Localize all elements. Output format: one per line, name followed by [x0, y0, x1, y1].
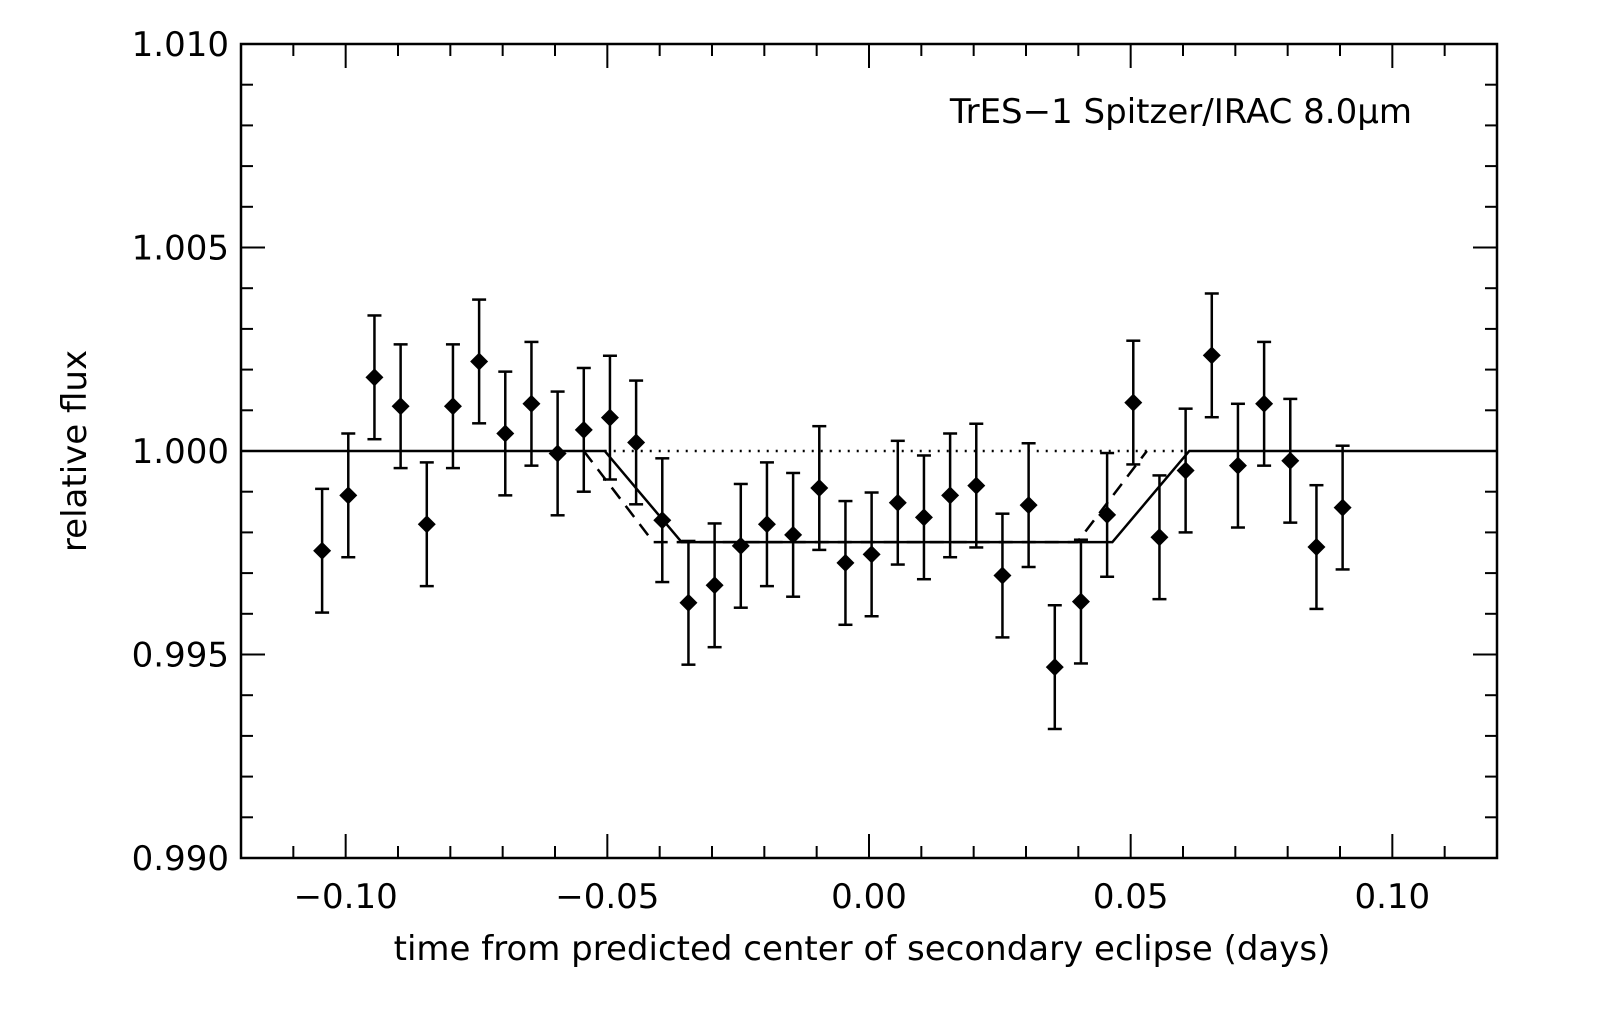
data-point	[1176, 407, 1195, 534]
diamond-marker	[548, 444, 567, 463]
diamond-marker	[810, 479, 829, 498]
x-axis-label: time from predicted center of secondary …	[394, 929, 1331, 969]
data-point	[443, 343, 462, 470]
diamond-marker	[705, 576, 724, 595]
data-point	[784, 471, 803, 598]
data-point	[1124, 339, 1143, 466]
data-point	[1098, 451, 1117, 579]
diamond-marker	[888, 493, 907, 512]
diamond-marker	[1019, 496, 1038, 515]
data-point	[548, 390, 567, 517]
data-point	[627, 379, 646, 506]
diamond-marker	[1202, 346, 1221, 365]
diamond-marker	[862, 545, 881, 564]
data-point	[470, 298, 489, 425]
x-tick-label: 0.00	[831, 877, 907, 917]
data-point	[967, 422, 986, 549]
data-point	[1228, 402, 1247, 529]
diamond-marker	[496, 424, 515, 443]
x-tick-label: 0.05	[1093, 877, 1169, 917]
data-point	[1019, 442, 1038, 569]
model-dashed-line	[582, 450, 1148, 544]
y-tick-label: 1.005	[132, 229, 229, 269]
x-tick-label: 0.10	[1354, 877, 1430, 917]
data-point	[836, 499, 855, 627]
data-point	[1281, 397, 1300, 524]
diamond-marker	[313, 541, 332, 560]
data-point	[313, 487, 332, 614]
data-point	[391, 343, 410, 470]
data-point	[1071, 538, 1090, 665]
diamond-marker	[914, 508, 933, 527]
diamond-marker	[836, 553, 855, 572]
diamond-marker	[731, 536, 750, 555]
diamond-marker	[1333, 498, 1352, 517]
diamond-marker	[391, 397, 410, 416]
diamond-marker	[1307, 538, 1326, 557]
diamond-marker	[1228, 456, 1247, 475]
data-point	[600, 354, 619, 481]
x-tick-label: −0.05	[555, 877, 659, 917]
diamond-marker	[365, 368, 384, 387]
data-point	[496, 370, 515, 497]
diamond-marker	[1124, 393, 1143, 412]
data-point	[653, 457, 672, 584]
diamond-marker	[470, 352, 489, 371]
diamond-marker	[627, 433, 646, 452]
diamond-marker	[1071, 592, 1090, 611]
diamond-marker	[1045, 658, 1064, 677]
tick-marks	[241, 44, 1497, 858]
chart-annotation: TrES−1 Spitzer/IRAC 8.0μm	[949, 92, 1412, 132]
y-tick-label: 1.000	[132, 432, 229, 472]
data-point	[365, 314, 384, 441]
data-point	[810, 424, 829, 552]
x-tick-label: −0.10	[294, 877, 398, 917]
data-point	[888, 439, 907, 566]
y-tick-label: 1.010	[132, 25, 229, 65]
diamond-marker	[574, 420, 593, 439]
data-point	[574, 366, 593, 493]
diamond-marker	[522, 394, 541, 413]
data-point	[522, 340, 541, 467]
data-point	[914, 454, 933, 581]
diamond-marker	[967, 476, 986, 495]
data-point	[1307, 483, 1326, 611]
data-point	[1045, 604, 1064, 731]
diamond-marker	[443, 397, 462, 416]
diamond-marker	[653, 511, 672, 530]
y-axis-label: relative flux	[55, 350, 95, 552]
diamond-marker	[1150, 528, 1169, 547]
data-point	[993, 512, 1012, 639]
diamond-marker	[679, 593, 698, 612]
y-tick-label: 0.990	[132, 839, 229, 879]
diamond-marker	[339, 486, 358, 505]
data-point	[757, 461, 776, 588]
diamond-marker	[1255, 394, 1274, 413]
data-point	[1150, 474, 1169, 601]
data-point	[862, 491, 881, 618]
data-point	[1255, 340, 1274, 467]
data-points	[313, 292, 1352, 731]
data-point	[1202, 292, 1221, 419]
diamond-marker	[993, 566, 1012, 585]
diamond-marker	[757, 515, 776, 534]
data-point	[417, 461, 436, 588]
tick-labels: −0.10 −0.05 0.00 0.05 0.10 0.990 0.995 1.000 1.0…	[132, 25, 1431, 917]
diamond-marker	[1098, 505, 1117, 524]
data-point	[679, 539, 698, 666]
data-point	[941, 432, 960, 559]
diamond-marker	[784, 525, 803, 544]
data-point	[705, 522, 724, 649]
data-point	[1333, 444, 1352, 571]
y-tick-label: 0.995	[132, 636, 229, 676]
diamond-marker	[600, 408, 619, 427]
diamond-marker	[941, 486, 960, 505]
diamond-marker	[417, 515, 436, 534]
data-point	[339, 432, 358, 559]
data-point	[731, 482, 750, 609]
diamond-marker	[1281, 451, 1300, 470]
diamond-marker	[1176, 461, 1195, 480]
